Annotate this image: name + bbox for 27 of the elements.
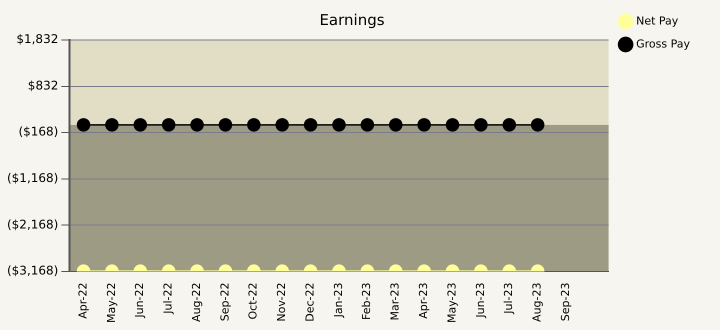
x-tick-label: Jul-23	[502, 282, 516, 315]
x-tick-label: Sep-22	[218, 282, 232, 322]
x-tick-label: Oct-22	[246, 282, 260, 320]
x-tick-label: Sep-23	[558, 282, 572, 322]
x-tick-label: Mar-23	[388, 282, 402, 321]
x-tick-label: Dec-22	[303, 282, 316, 322]
y-tick-label: $1,832	[16, 32, 58, 46]
legend-label: Gross Pay	[636, 37, 690, 50]
x-tick-label: Aug-23	[530, 282, 544, 322]
x-tick-label: Apr-22	[76, 282, 90, 319]
x-tick-label: Jun-23	[474, 282, 487, 319]
x-tick-label: Jun-22	[133, 282, 146, 319]
y-tick-label: ($1,168)	[6, 171, 58, 186]
x-tick-label: May-23	[445, 282, 458, 323]
y-tick-label: $832	[28, 78, 58, 92]
x-tick-label: Feb-23	[360, 282, 374, 320]
x-tick-label: May-22	[104, 282, 118, 323]
x-tick-label: Apr-23	[416, 282, 430, 319]
x-tick-label: Aug-22	[190, 282, 203, 322]
y-tick-label: ($2,168)	[6, 217, 58, 232]
legend-label: Net Pay	[636, 14, 679, 28]
x-tick-label: Nov-22	[275, 282, 288, 322]
chart-title: Earnings	[319, 10, 385, 29]
y-tick-label: ($3,168)	[6, 264, 58, 278]
y-tick-label: ($168)	[18, 124, 58, 139]
x-tick-label: Jul-22	[162, 282, 175, 315]
x-tick-label: Jan-23	[332, 282, 345, 318]
